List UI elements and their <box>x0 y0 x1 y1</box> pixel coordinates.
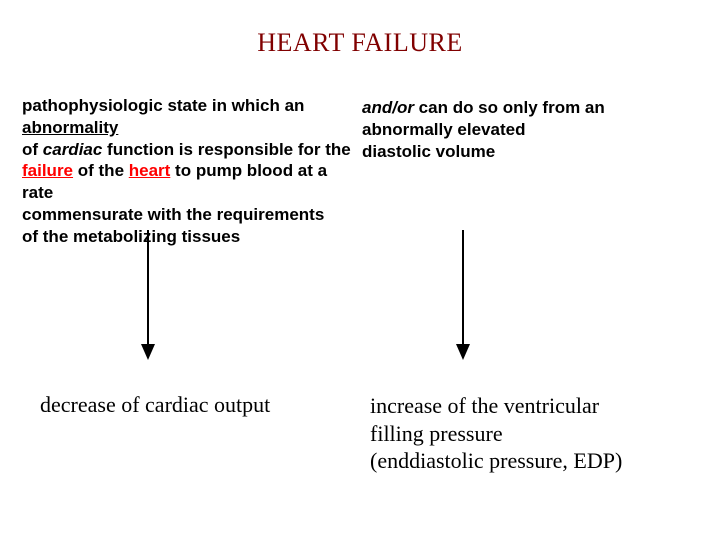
text: commensurate with the requirements <box>22 205 324 224</box>
text: abnormally elevated <box>362 120 525 139</box>
page-title: HEART FAILURE <box>0 28 720 58</box>
text: pathophysiologic state in which an <box>22 96 304 115</box>
result-right: increase of the ventricular filling pres… <box>370 392 690 475</box>
definition-left: pathophysiologic state in which an abnor… <box>22 95 357 247</box>
text-failure: failure <box>22 161 73 180</box>
text: function is responsible for the <box>102 140 350 159</box>
text: filling pressure <box>370 421 503 446</box>
arrow-down-right-icon <box>455 230 471 360</box>
text-italic: cardiac <box>43 140 103 159</box>
result-left: decrease of cardiac output <box>40 392 360 418</box>
definition-right: and/or can do so only from an abnormally… <box>362 97 702 162</box>
text: of the metabolizing tissues <box>22 227 240 246</box>
text: increase of the ventricular <box>370 393 599 418</box>
text: of the <box>73 161 129 180</box>
text: (enddiastolic pressure, EDP) <box>370 448 622 473</box>
text-italic: and/or <box>362 98 414 117</box>
slide: HEART FAILURE pathophysiologic state in … <box>0 0 720 540</box>
text: of <box>22 140 43 159</box>
arrow-down-left-icon <box>140 230 156 360</box>
text: can do so only from an <box>414 98 605 117</box>
text-heart: heart <box>129 161 171 180</box>
text: diastolic volume <box>362 142 495 161</box>
text-underline: abnormality <box>22 118 118 137</box>
